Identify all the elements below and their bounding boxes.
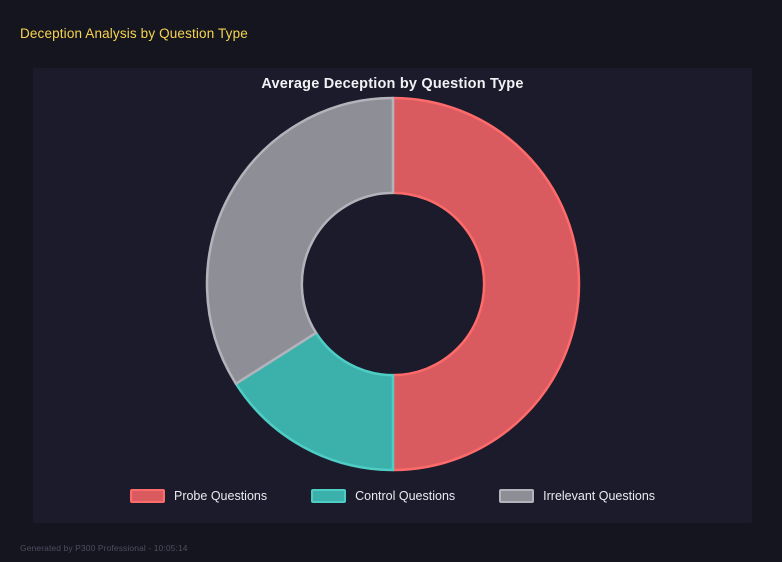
donut-slice-control-questions[interactable] <box>234 331 394 472</box>
legend-swatch-irrelevant-questions <box>499 489 535 503</box>
donut-chart-svg <box>205 96 580 472</box>
legend-label-probe-questions: Probe Questions <box>173 489 268 503</box>
legend-item-probe-questions[interactable]: Probe Questions <box>129 489 268 503</box>
donut-chart <box>33 92 752 477</box>
legend-swatch-control-questions <box>311 489 347 503</box>
app-header: Deception Analysis by Question Type <box>0 0 782 68</box>
chart-title: Average Deception by Question Type <box>261 76 524 92</box>
legend-label-irrelevant-questions: Irrelevant Questions <box>543 489 656 503</box>
donut-slice-irrelevant-questions[interactable] <box>205 96 394 385</box>
chart-panel: Average Deception by Question Type Probe… <box>33 68 752 523</box>
footer-generated-by: Generated by P300 Professional - 10:05:1… <box>20 543 188 553</box>
chart-legend: Probe Questions Control Questions Irrele… <box>33 489 752 503</box>
legend-item-control-questions[interactable]: Control Questions <box>311 489 455 503</box>
page-title: Deception Analysis by Question Type <box>20 26 248 41</box>
donut-slice-group <box>205 96 580 472</box>
donut-slice-probe-questions[interactable] <box>391 96 580 472</box>
legend-item-irrelevant-questions[interactable]: Irrelevant Questions <box>499 489 655 503</box>
legend-swatch-probe-questions <box>129 489 165 503</box>
legend-label-control-questions: Control Questions <box>355 489 456 503</box>
